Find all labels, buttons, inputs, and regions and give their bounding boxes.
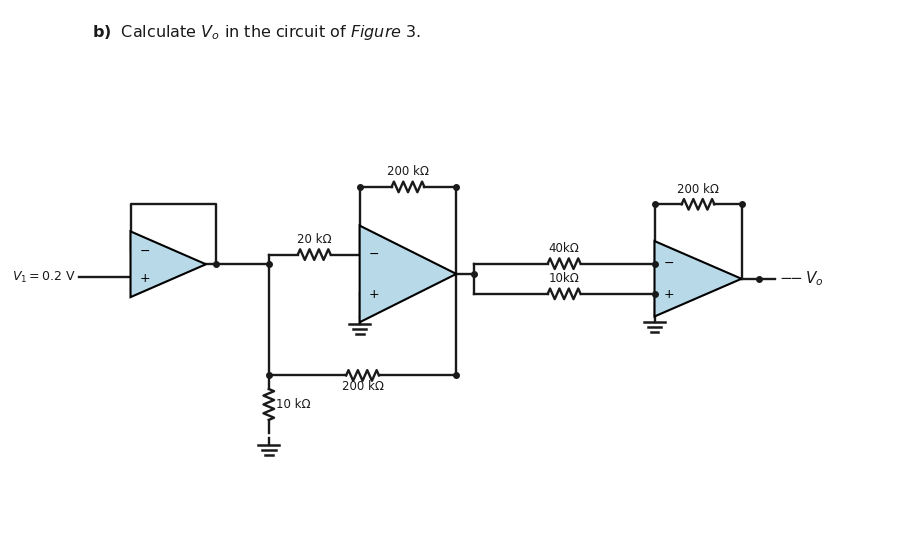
Text: 10 kΩ: 10 kΩ	[275, 398, 310, 411]
Text: $+$: $+$	[139, 272, 150, 285]
Polygon shape	[130, 231, 206, 297]
Text: $-$: $-$	[368, 247, 380, 260]
Text: $-$: $-$	[663, 256, 674, 269]
Text: 200 kΩ: 200 kΩ	[387, 165, 429, 178]
Text: 40kΩ: 40kΩ	[548, 242, 579, 255]
Text: $\mathbf{b)}$  Calculate $V_o$ in the circuit of $\mathit{Figure\ 3}$.: $\mathbf{b)}$ Calculate $V_o$ in the cir…	[92, 22, 421, 41]
Text: $-$: $-$	[139, 244, 150, 257]
Text: 200 kΩ: 200 kΩ	[677, 183, 719, 196]
Text: $+$: $+$	[368, 288, 380, 301]
Text: 20 kΩ: 20 kΩ	[297, 233, 332, 246]
Polygon shape	[360, 226, 456, 322]
Text: $V_1=0.2$ V: $V_1=0.2$ V	[12, 270, 76, 285]
Text: 10kΩ: 10kΩ	[548, 272, 579, 285]
Text: $+$: $+$	[663, 288, 674, 301]
Polygon shape	[654, 241, 742, 317]
Text: $-\!\!-V_o$: $-\!\!-V_o$	[779, 269, 824, 288]
Text: 200 kΩ: 200 kΩ	[342, 380, 384, 393]
